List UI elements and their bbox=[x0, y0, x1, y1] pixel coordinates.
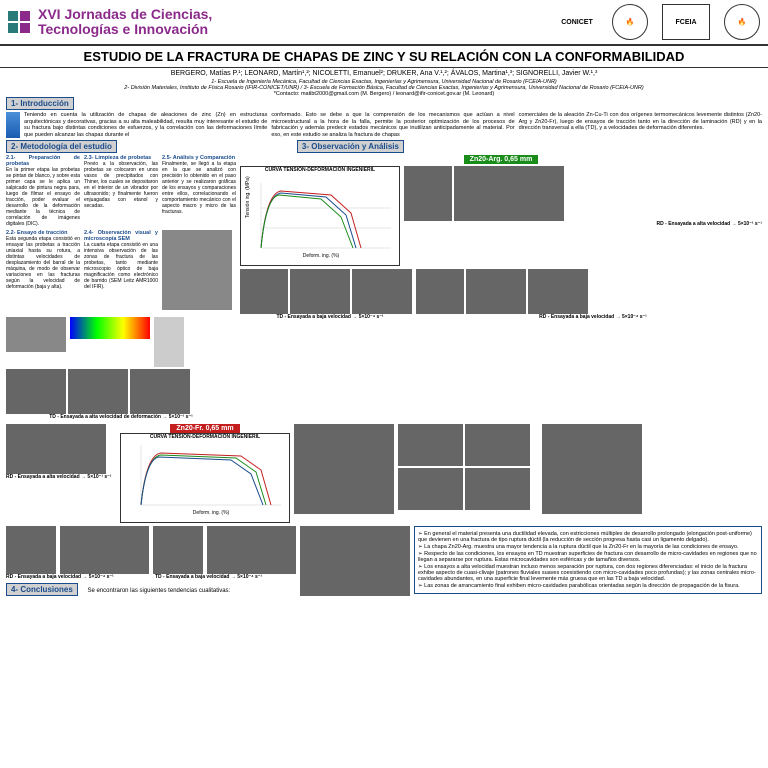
sponsor-logos: CONICET 🔥 FCEIA 🔥 bbox=[556, 4, 760, 40]
sem-row-1 bbox=[6, 369, 236, 414]
sem-small-grid bbox=[398, 424, 538, 510]
caption-rd-lo-2: RD - Ensayada a baja velocidad → 5×10⁻⁴ … bbox=[6, 574, 151, 580]
sem-large-1 bbox=[294, 424, 394, 514]
conclusions-box: ➢ En general el material presenta una du… bbox=[414, 526, 762, 594]
sem-rd-lo bbox=[416, 269, 588, 314]
authors: BERGERO, Matías P.¹; LEONARD, Martín¹,²;… bbox=[0, 68, 768, 79]
section-1-header: 1- Introducción bbox=[6, 97, 74, 110]
zn-fr-tag: Zn20-Fr. 0,65 mm bbox=[170, 424, 239, 433]
header: XVI Jornadas de Ciencias, Tecnologías e … bbox=[0, 0, 768, 44]
chart-2: CURVA TENSIÓN-DEFORMACIÓN INGENIERIL Def… bbox=[120, 433, 290, 523]
svg-text:Deform. ing. (%): Deform. ing. (%) bbox=[193, 510, 230, 516]
observation-block: Zn20-Arg. 0,65 mm CURVA TENSIÓN-DEFORMAC… bbox=[240, 155, 762, 420]
sponsor-ifir: 🔥 bbox=[612, 4, 648, 40]
sem-large-2 bbox=[542, 424, 642, 514]
schematic-img bbox=[6, 317, 66, 352]
dic-map-img bbox=[70, 317, 150, 339]
lower-section: RD - Ensayada a alta velocidad → 5×10⁻¹ … bbox=[0, 422, 768, 598]
intro-row: Teniendo en cuenta la utilización de cha… bbox=[0, 110, 768, 140]
caption-rd-lo-a: RD - Ensayada a baja velocidad → 5×10⁻⁴ … bbox=[424, 314, 762, 320]
sponsor-fceia: FCEIA bbox=[662, 4, 710, 40]
section-4-header: 4- Conclusiones bbox=[6, 583, 78, 596]
meth-22: 2.2- Ensayo de tracciónEsta segunda etap… bbox=[6, 230, 80, 312]
poster-title: ESTUDIO DE LA FRACTURA DE CHAPAS DE ZINC… bbox=[0, 44, 768, 68]
chart-1: CURVA TENSIÓN-DEFORMACIÓN INGENIERIL Def… bbox=[240, 166, 400, 266]
meth-21: 2.1- Preparación de probetasEn la primer… bbox=[6, 155, 80, 227]
sem-rd-hi bbox=[404, 166, 762, 221]
sem-rd-hi-2 bbox=[6, 424, 106, 474]
meth-24: 2.4- Observación visual y microscopía SE… bbox=[84, 230, 158, 312]
caption-td-lo-2: TD - Ensayada a baja velocidad → 5×10⁻⁴ … bbox=[155, 574, 262, 580]
caption-rd-hi: RD - Ensayada a alta velocidad → 5×10⁻¹ … bbox=[404, 221, 762, 227]
caption-rd-hi-2: RD - Ensayada a alta velocidad → 5×10⁻¹ … bbox=[6, 474, 116, 480]
conclusion-intro: Se encontraron las siguientes tendencias… bbox=[87, 588, 230, 594]
meth-23: 2.3- Limpieza de probetasPrevio a la obs… bbox=[84, 155, 158, 227]
section-3-header: 3- Observación y Análisis bbox=[297, 140, 404, 153]
svg-text:Deform. ing. (%): Deform. ing. (%) bbox=[303, 253, 340, 259]
caption-td-hi: TD - Ensayada a alta velocidad de deform… bbox=[6, 414, 236, 420]
caption-td-lo: TD - Ensayada a baja velocidad → 5×10⁻⁴ … bbox=[240, 314, 420, 320]
section-2-header: 2- Metodología del estudio bbox=[6, 140, 117, 153]
zn-arg-tag: Zn20-Arg. 0,65 mm bbox=[464, 155, 539, 164]
intro-col-c: comerciales de la aleación Zn-Cu-Ti con … bbox=[519, 112, 762, 138]
methodology-block: 2.1- Preparación de probetasEn la primer… bbox=[6, 155, 236, 420]
svg-text:Tensión ing. (MPa): Tensión ing. (MPa) bbox=[245, 176, 251, 218]
arrow-decoration bbox=[6, 112, 20, 138]
meth-photo bbox=[162, 230, 236, 312]
specimen-img bbox=[154, 317, 184, 367]
event-title: XVI Jornadas de Ciencias, Tecnologías e … bbox=[38, 7, 212, 38]
sem-final bbox=[300, 526, 410, 596]
intro-col-a: Teniendo en cuenta la utilización de cha… bbox=[24, 112, 267, 138]
meth-25: 2.5- Análisis y ComparaciónFinalmente, s… bbox=[162, 155, 236, 227]
sponsor-unr: 🔥 bbox=[724, 4, 760, 40]
sem-td-lo bbox=[240, 269, 412, 314]
intro-col-b: conformado. Esto se debe a que la compre… bbox=[271, 112, 514, 138]
sponsor-conicet: CONICET bbox=[556, 4, 598, 40]
event-logo bbox=[8, 11, 30, 33]
